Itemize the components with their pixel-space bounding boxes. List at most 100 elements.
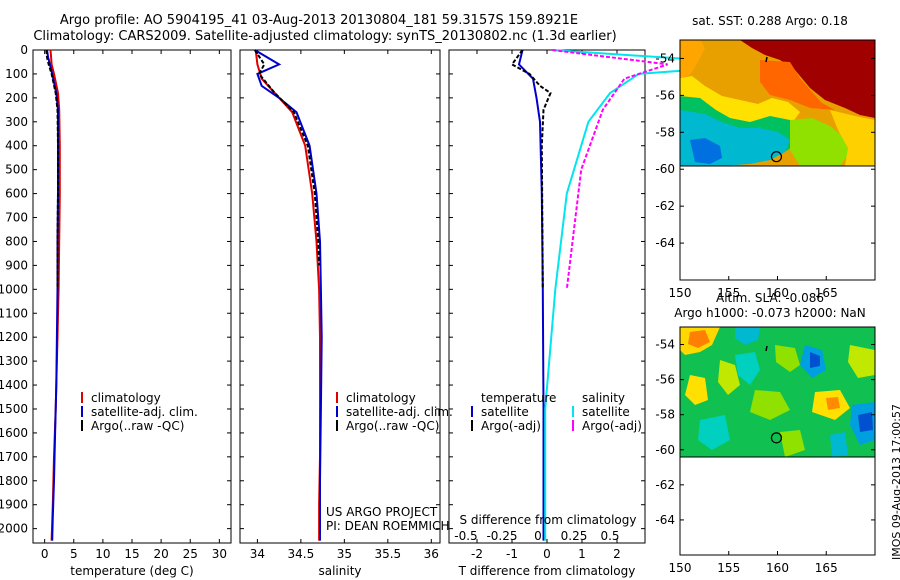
lon-tick-label: 155: [717, 286, 740, 300]
float-track: [765, 56, 768, 63]
lon-tick-label: 155: [717, 561, 740, 575]
lat-tick-label: -60: [655, 443, 675, 457]
title-line-1: Argo profile: AO 5904195_41 03-Aug-2013 …: [59, 13, 579, 28]
depth-tick-label: 100: [5, 67, 28, 81]
lon-tick-label: 165: [815, 286, 838, 300]
lat-tick-label: -64: [655, 513, 675, 527]
series-line-salinity-argo-adj: [552, 49, 668, 290]
s-tick-label: 0.5: [600, 529, 619, 543]
salinity-xlabel: salinity: [318, 564, 361, 578]
principal-investigator: PI: DEAN ROEMMICH: [326, 519, 449, 533]
timestamp-stamp: IMOS 09-Aug-2013 17:00:57: [890, 404, 900, 560]
depth-tick-label: 1600: [0, 426, 28, 440]
legend-label-s-satellite: satellite: [582, 405, 630, 419]
float-position-marker: [770, 151, 783, 163]
depth-tick-label: 1200: [0, 330, 28, 344]
depth-tick-label: 400: [5, 139, 28, 153]
lon-tick-label: 160: [766, 286, 789, 300]
depth-tick-label: 1500: [0, 402, 28, 416]
x-tick-label: 20: [153, 547, 168, 561]
lon-tick-label: 165: [815, 561, 838, 575]
lat-tick-label: -58: [655, 408, 675, 422]
x-tick-label: -2: [471, 547, 483, 561]
lat-tick-label: -56: [655, 373, 675, 387]
salinity-axes-box: [239, 49, 441, 544]
sst-map: sat. SST: 0.288 Argo: 0.18 -54-56-58-60-…: [655, 14, 876, 300]
salinity-tick-labels: 34 34.5 35 35.5 36: [250, 50, 439, 561]
lat-tick-label: -54: [655, 338, 675, 352]
s-tick-label: -0.5: [454, 529, 477, 543]
legend-label-t-argo: Argo(-adj): [481, 419, 541, 433]
lon-tick-label: 150: [669, 286, 692, 300]
depth-tick-label: 300: [5, 115, 28, 129]
depth-tick-label: 1300: [0, 354, 28, 368]
x-tick-label: 10: [95, 547, 110, 561]
depth-tick-label: 1900: [0, 498, 28, 512]
x-tick-label: 5: [70, 547, 78, 561]
legend-label-climatology: climatology: [91, 391, 161, 405]
sst-longitude-ticks: 150 155 160 165: [669, 276, 838, 300]
sla-field: [680, 327, 875, 457]
s-tick-label: 0: [534, 529, 542, 543]
depth-tick-label: 1000: [0, 282, 28, 296]
lat-tick-label: -54: [655, 51, 675, 65]
x-tick-label: 35.5: [374, 547, 401, 561]
lon-tick-label: 160: [766, 561, 789, 575]
float-track: [765, 345, 768, 352]
depth-tick-label: 800: [5, 234, 28, 248]
depth-tick-label: 1100: [0, 306, 28, 320]
depth-tick-label: 1800: [0, 474, 28, 488]
temperature-axes-box: [32, 49, 232, 544]
legend-title-salinity: salinity: [582, 391, 625, 405]
x-tick-label: 0: [41, 547, 49, 561]
sst-map-title: sat. SST: 0.288 Argo: 0.18: [692, 14, 848, 28]
depth-tick-label: 600: [5, 187, 28, 201]
x-tick-label: -1: [506, 547, 518, 561]
salinity-panel: 34 34.5 35 35.5 36 salinity climatology sate…: [239, 49, 453, 578]
temperature-xlabel: temperature (deg C): [70, 564, 193, 578]
depth-tick-label: 0: [20, 43, 28, 57]
series-line-satellite-adj-clim: [46, 49, 59, 541]
depth-tick-label: 500: [5, 163, 28, 177]
lat-tick-label: -58: [655, 125, 675, 139]
depth-tick-label: 700: [5, 211, 28, 225]
sla-latitude-ticks: -54 -56 -58 -60 -62 -64: [655, 338, 875, 527]
temperature-panel: 0100200300400500600700800900100011001200…: [0, 43, 645, 578]
sla-map-title-line-2: Argo h1000: -0.073 h2000: NaN: [674, 306, 866, 320]
legend-title-temperature: temperature: [481, 391, 556, 405]
legend-label-climatology: climatology: [346, 391, 416, 405]
depth-tick-labels: 0 100 200 300 400 500 600 700 800 900 1000 1100 1200…: [0, 43, 645, 536]
legend-label-argo: Argo(..raw -QC): [91, 419, 184, 433]
legend-label-argo: Argo(..raw -QC): [346, 419, 439, 433]
series-line-temperature-argo-adj: [510, 49, 552, 290]
legend-label-t-satellite: satellite: [481, 405, 529, 419]
difference-legend: temperature satellite Argo(-adj) salinit…: [471, 391, 642, 433]
sla-longitude-ticks: 150 155 160 165: [669, 551, 838, 575]
t-difference-tick-labels: -2 -1 0 1 2: [471, 50, 621, 561]
depth-tick-label: 2000: [0, 522, 28, 536]
x-tick-label: 34: [250, 547, 265, 561]
temperature-legend: climatology satellite-adj. clim. Argo(..…: [81, 391, 198, 433]
s-difference-label: S difference from climatology: [460, 513, 637, 527]
x-tick-label: 34.5: [288, 547, 315, 561]
temperature-series: [45, 49, 61, 541]
salinity-legend: climatology satellite-adj. clim. Argo(..…: [336, 391, 453, 433]
x-tick-label: 0: [543, 547, 551, 561]
title-line-2: Climatology: CARS2009. Satellite-adjuste…: [33, 29, 617, 44]
s-tick-label: -0.25: [486, 529, 517, 543]
legend-label-s-argo: Argo(-adj): [582, 419, 642, 433]
x-tick-label: 35: [337, 547, 352, 561]
difference-panel: -2 -1 0 1 2 -0.5 -0.25 0 0.25 0.5 T difference f…: [448, 49, 769, 578]
float-position-marker: [770, 432, 783, 444]
t-difference-xlabel: T difference from climatology: [458, 564, 636, 578]
project-name: US ARGO PROJECT: [326, 505, 438, 519]
salinity-series: [253, 49, 323, 541]
series-line-argo-raw-qc: [253, 49, 321, 266]
difference-axes-box: [448, 49, 646, 544]
x-tick-label: 36: [424, 547, 439, 561]
series-line-temperature-satellite: [517, 49, 545, 541]
x-tick-label: 2: [613, 547, 621, 561]
lat-tick-label: -64: [655, 236, 675, 250]
x-tick-label: 1: [578, 547, 586, 561]
lat-tick-label: -56: [655, 88, 675, 102]
